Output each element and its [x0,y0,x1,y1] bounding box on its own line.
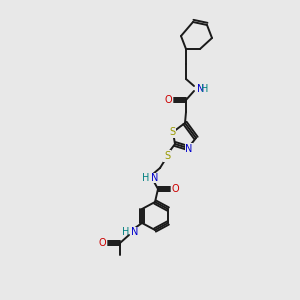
Text: N: N [151,173,158,183]
Text: O: O [98,238,106,248]
Text: O: O [164,95,172,105]
Text: S: S [169,127,175,137]
Text: N: N [185,144,193,154]
Text: H: H [142,173,149,183]
Text: N: N [131,227,138,237]
Text: S: S [164,151,170,161]
Text: N: N [197,84,204,94]
Text: O: O [172,184,180,194]
Text: H: H [201,84,208,94]
Text: H: H [122,227,129,237]
